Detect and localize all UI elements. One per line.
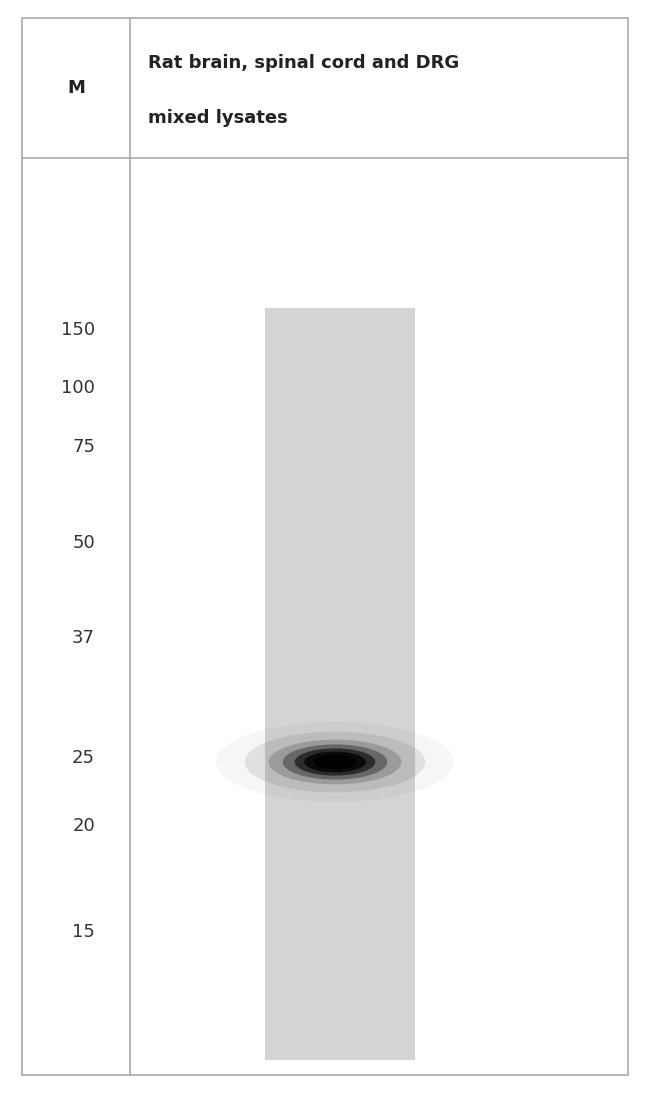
Text: 25: 25 [72, 749, 95, 767]
Ellipse shape [304, 751, 366, 772]
Text: Rat brain, spinal cord and DRG: Rat brain, spinal cord and DRG [148, 54, 460, 72]
Ellipse shape [283, 745, 387, 780]
Ellipse shape [216, 722, 454, 802]
Text: M: M [67, 79, 85, 97]
Bar [265, 308, 415, 1060]
Text: 37: 37 [72, 629, 95, 647]
Ellipse shape [294, 748, 376, 776]
Text: 75: 75 [72, 438, 95, 456]
Text: 15: 15 [72, 923, 95, 941]
Text: 100: 100 [61, 378, 95, 397]
Ellipse shape [313, 755, 356, 769]
Text: 20: 20 [72, 817, 95, 835]
Ellipse shape [268, 739, 402, 784]
Text: 50: 50 [72, 534, 95, 552]
Text: 150: 150 [61, 321, 95, 339]
Text: mixed lysates: mixed lysates [148, 109, 288, 127]
Ellipse shape [245, 732, 425, 792]
